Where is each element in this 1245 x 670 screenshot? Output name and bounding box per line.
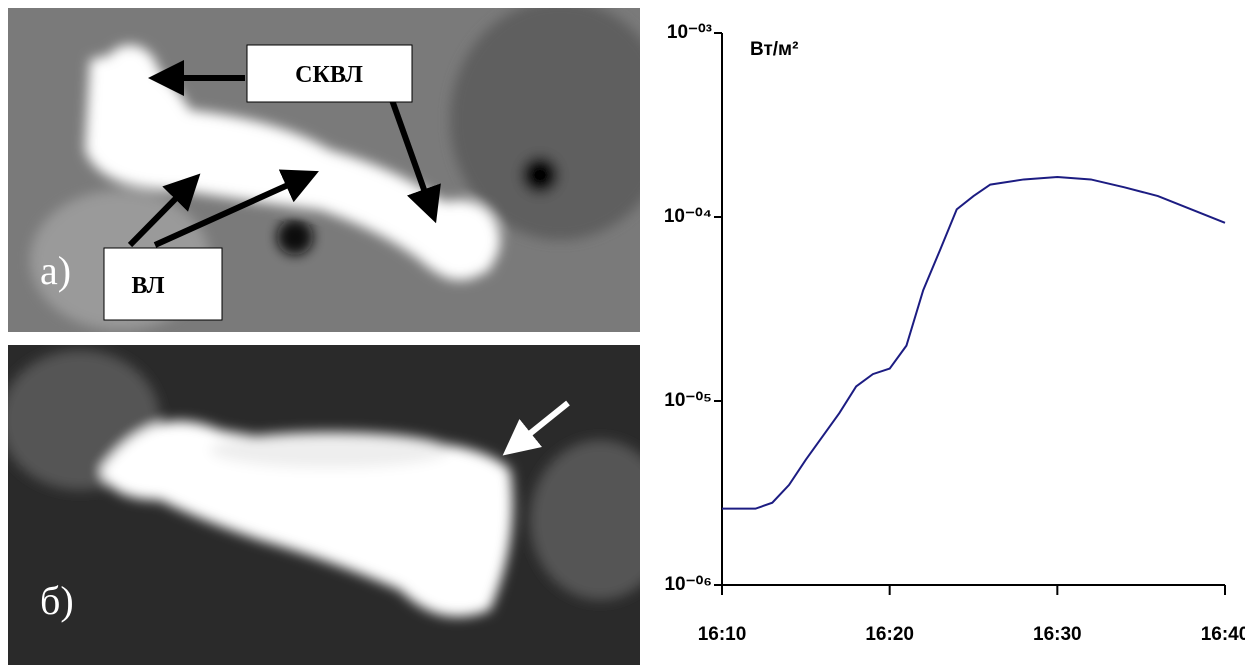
- y-tick-label: 10⁻⁰⁴: [664, 206, 712, 227]
- y-tick-label: 10⁻⁰⁵: [664, 390, 712, 411]
- x-tick-label: 16:30: [1033, 624, 1082, 645]
- line: [722, 177, 1225, 509]
- x-tick-label: 16:40: [1201, 624, 1245, 645]
- panel-label: а): [40, 248, 71, 293]
- unit-label: Вт/м²: [750, 39, 798, 60]
- y-tick-label: 10⁻⁰³: [667, 22, 712, 43]
- panel-label: б): [40, 578, 74, 623]
- x-tick-label: 16:10: [698, 624, 747, 645]
- y-tick-label: 10⁻⁰⁶: [664, 574, 712, 595]
- x-tick-label: 16:20: [865, 624, 914, 645]
- callout: СКВЛ: [295, 62, 363, 88]
- figure: СКВЛ ВЛ а) б) Вт/м² 10⁻⁰⁶ 10⁻⁰⁵ 10⁻⁰⁴ 10⁻⁰³…: [0, 0, 1245, 670]
- callout: ВЛ: [132, 273, 165, 299]
- panel-b-image: [0, 345, 670, 665]
